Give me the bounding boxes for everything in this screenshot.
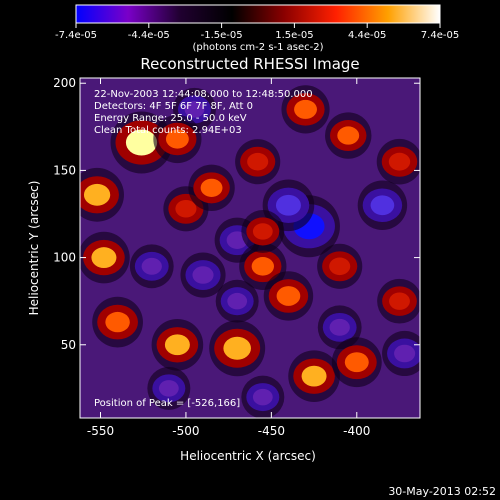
cold-spot-core	[158, 380, 179, 397]
hot-spot-core	[294, 99, 317, 119]
colorbar-ticks: -7.4e-05 -4.4e-05 -1.5e-05 1.5e-05 4.4e-05 7.…	[55, 23, 459, 41]
hot-spot-core	[247, 152, 269, 171]
y-tick-label: 150	[53, 163, 76, 177]
cold-spot-core	[370, 195, 395, 216]
hot-spot-core	[344, 352, 369, 373]
hot-spot-core	[125, 129, 158, 156]
cold-spot-core	[329, 318, 350, 336]
x-tick-label: -400	[343, 424, 370, 438]
hot-spot-core	[105, 311, 130, 333]
colorbar-unit-label: (photons cm-2 s-1 asec-2)	[192, 42, 323, 53]
hot-spot-core	[329, 257, 351, 276]
hot-spot-core	[164, 334, 190, 356]
hot-spot-core	[388, 152, 411, 171]
footer-date: 30-May-2013 02:52	[388, 485, 496, 498]
annotation-line: Clean Total counts: 2.94E+03	[94, 125, 242, 136]
hot-spot-core	[165, 129, 189, 149]
cold-spot-core	[394, 344, 416, 363]
hot-spot-core	[223, 336, 251, 360]
annotation-line: Detectors: 4F 5F 6F 7F 8F, Att 0	[94, 101, 253, 112]
hot-spot-core	[252, 223, 273, 240]
cold-spot-core	[252, 388, 273, 406]
annotation-block: 22-Nov-2003 12:44:08.000 to 12:48:50.000…	[94, 89, 313, 136]
hot-spot-core	[337, 126, 360, 145]
colorbar	[75, 4, 441, 24]
y-tick-label: 100	[53, 251, 76, 265]
colorbar-tick-label: -4.4e-05	[128, 30, 170, 41]
cold-spot-core	[227, 292, 248, 310]
hot-spot-core	[175, 199, 197, 218]
x-axis-label: Heliocentric X (arcsec)	[180, 449, 316, 463]
hot-spot-core	[200, 178, 223, 197]
hot-spot-core	[301, 365, 327, 387]
chart-title: Reconstructed RHESSI Image	[140, 55, 359, 73]
hot-spot-core	[83, 183, 111, 206]
cold-spot-core	[275, 194, 301, 216]
x-tick-label: -450	[258, 424, 285, 438]
annotation-line: 22-Nov-2003 12:44:08.000 to 12:48:50.000	[94, 89, 313, 100]
y-tick-label: 200	[53, 76, 76, 90]
colorbar-tick-label: -1.5e-05	[201, 30, 243, 41]
cold-spot-core	[184, 101, 205, 118]
annotation-line: Energy Range: 25.0 - 50.0 keV	[94, 113, 247, 124]
image-blobs	[80, 85, 420, 418]
x-axis-ticks: -550 -500 -450 -400	[87, 78, 370, 438]
x-tick-label: -500	[172, 424, 199, 438]
colorbar-tick-label: -7.4e-05	[55, 30, 97, 41]
hot-spot-core	[251, 256, 275, 276]
hot-spot-core	[91, 247, 117, 268]
colorbar-tick-label: 1.5e-05	[275, 30, 313, 41]
plot-frame	[79, 77, 421, 419]
y-axis-label: Heliocentric Y (arcsec)	[27, 181, 41, 316]
y-tick-label: 50	[61, 338, 76, 352]
colorbar-tick-label: 4.4e-05	[348, 30, 386, 41]
x-tick-label: -550	[87, 424, 114, 438]
y-axis-ticks: 50 100 150 200	[53, 76, 420, 352]
cold-spot-core	[141, 257, 162, 275]
hot-spot-core	[389, 292, 410, 310]
cold-spot-core	[192, 266, 214, 284]
peak-position-label: Position of Peak = [-526,166]	[94, 398, 240, 409]
colorbar-tick-label: 7.4e-05	[421, 30, 459, 41]
hot-spot-core	[276, 286, 301, 306]
